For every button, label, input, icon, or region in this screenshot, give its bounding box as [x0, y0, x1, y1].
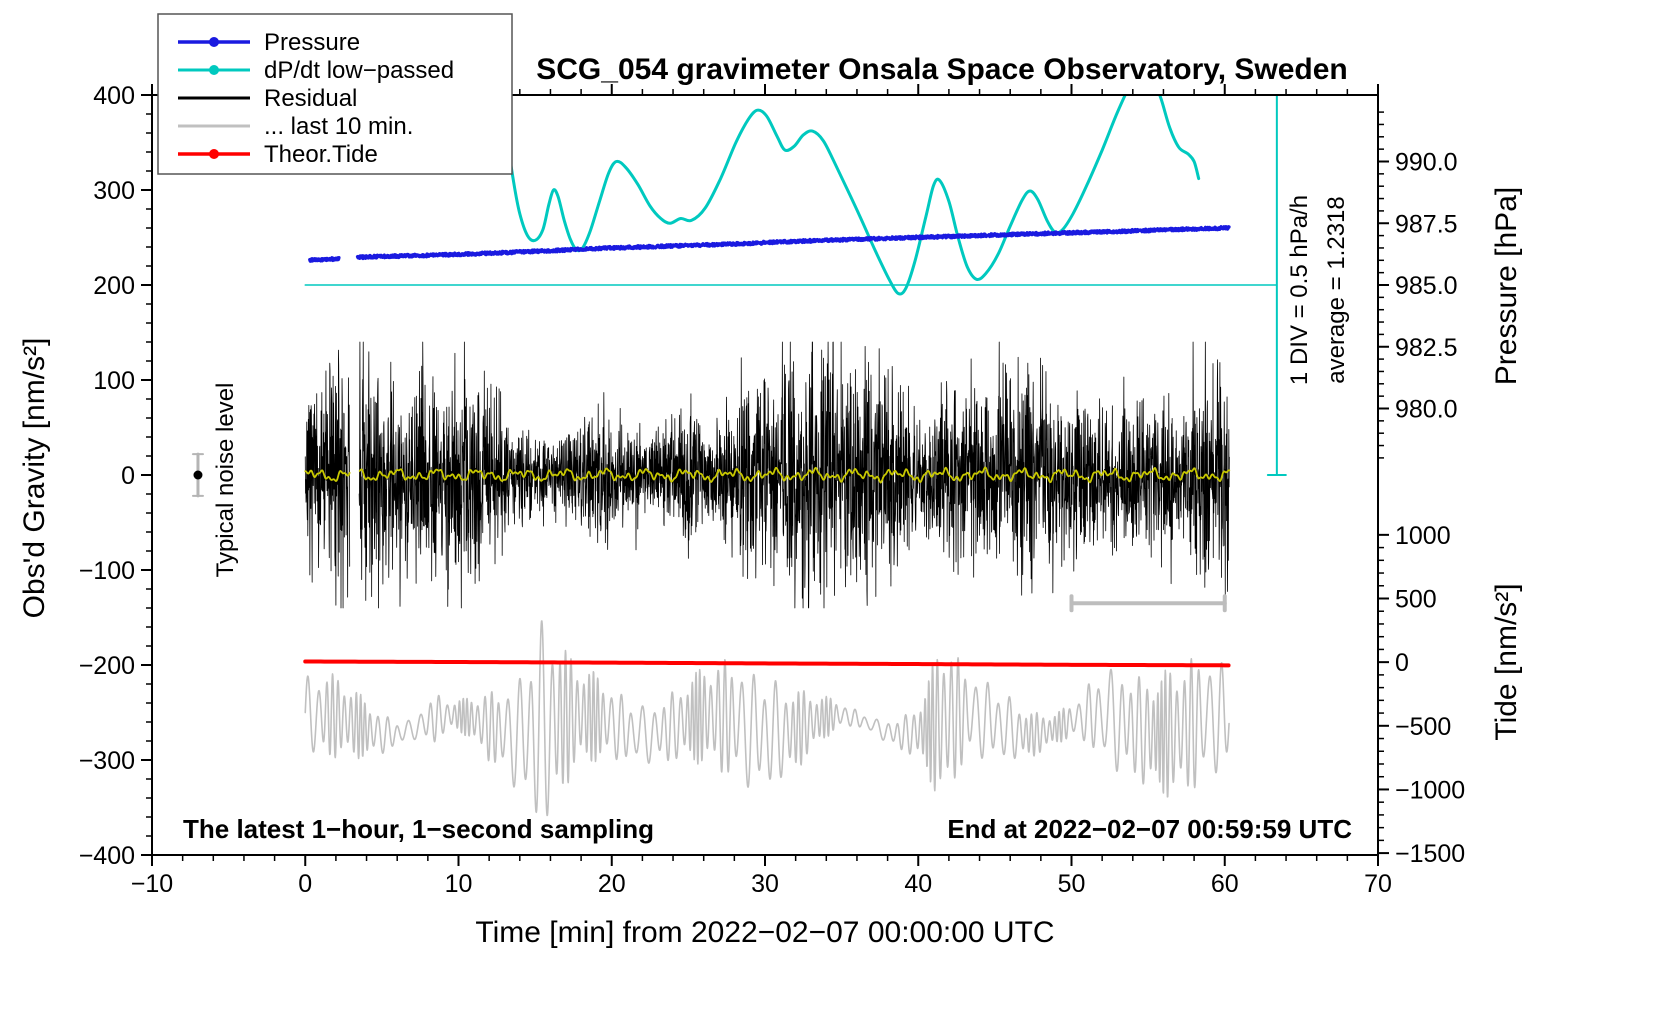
- tick-label: −300: [79, 747, 135, 775]
- y-axis-label-tide: Tide [nm/s²]: [1490, 583, 1523, 740]
- series-pressure: [355, 225, 1231, 261]
- noise-level-dot: [193, 470, 203, 480]
- series-residual-lowpassed: [358, 466, 1231, 484]
- tick-label: 982.5: [1395, 334, 1458, 362]
- tick-label: 60: [1211, 870, 1239, 898]
- axis-tick-labels: −10 0 10 20 30 40 50 60 704003002001000−100−200−…: [79, 82, 1466, 898]
- legend-marker-dot-1: [209, 65, 219, 75]
- tick-label: −100: [79, 557, 135, 585]
- tick-label: 20: [598, 870, 626, 898]
- tick-label: 50: [1058, 870, 1086, 898]
- legend-marker-dot-4: [209, 149, 219, 159]
- tick-label: −200: [79, 652, 135, 680]
- tick-label: 100: [93, 367, 135, 395]
- series-last-10-min: [304, 620, 1230, 817]
- x-axis-label: Time [min] from 2022−02−07 00:00:00 UTC: [475, 916, 1054, 949]
- legend-marker-dot-0: [209, 37, 219, 47]
- average-note: average = 1.2318: [1323, 196, 1350, 384]
- series-dpdt-lowpassed: [501, 95, 1201, 296]
- tick-label: 987.5: [1395, 210, 1458, 238]
- tick-label: 400: [93, 82, 135, 110]
- tick-label: 10: [445, 870, 473, 898]
- end-note: End at 2022−02−07 00:59:59 UTC: [947, 814, 1352, 844]
- y-axis-label-gravity: Obs'd Gravity [nm/s²]: [18, 338, 51, 619]
- series-pressure: [308, 256, 341, 263]
- tick-label: 40: [904, 870, 932, 898]
- series-layer: [191, 95, 1287, 817]
- sampling-note: The latest 1−hour, 1−second sampling: [183, 814, 654, 844]
- legend-label-4: Theor.Tide: [264, 141, 378, 168]
- series-residual-lowpassed: [304, 469, 351, 482]
- div-note: 1 DIV = 0.5 hPa/h: [1286, 195, 1313, 385]
- series-theor-tide: [303, 659, 1231, 668]
- series-residual: [304, 349, 351, 609]
- legend-label-3: ... last 10 min.: [264, 113, 413, 140]
- tick-label: 0: [121, 462, 135, 490]
- tick-label: 980.0: [1395, 396, 1458, 424]
- tick-label: −1500: [1395, 840, 1465, 868]
- tick-label: −500: [1395, 713, 1451, 741]
- tick-label: −10: [131, 870, 173, 898]
- tick-label: 30: [751, 870, 779, 898]
- tick-label: 0: [298, 870, 312, 898]
- tick-label: −400: [79, 842, 135, 870]
- tick-label: 985.0: [1395, 272, 1458, 300]
- tick-label: 990.0: [1395, 149, 1458, 177]
- tick-label: 300: [93, 177, 135, 205]
- y-axis-label-pressure: Pressure [hPa]: [1490, 187, 1523, 385]
- tick-label: −1000: [1395, 776, 1465, 804]
- tick-label: 70: [1364, 870, 1392, 898]
- tick-label: 1000: [1395, 522, 1451, 550]
- tick-label: 200: [93, 272, 135, 300]
- axis-ticks: [141, 84, 1389, 866]
- legend-label-1: dP/dt low−passed: [264, 57, 454, 84]
- tick-label: 0: [1395, 649, 1409, 677]
- legend-label-2: Residual: [264, 85, 357, 112]
- chart-title: SCG_054 gravimeter Onsala Space Observat…: [536, 53, 1348, 86]
- tick-label: 500: [1395, 586, 1437, 614]
- legend-label-0: Pressure: [264, 29, 360, 56]
- noise-level-label: Typical noise level: [212, 383, 239, 578]
- series-residual: [358, 341, 1230, 609]
